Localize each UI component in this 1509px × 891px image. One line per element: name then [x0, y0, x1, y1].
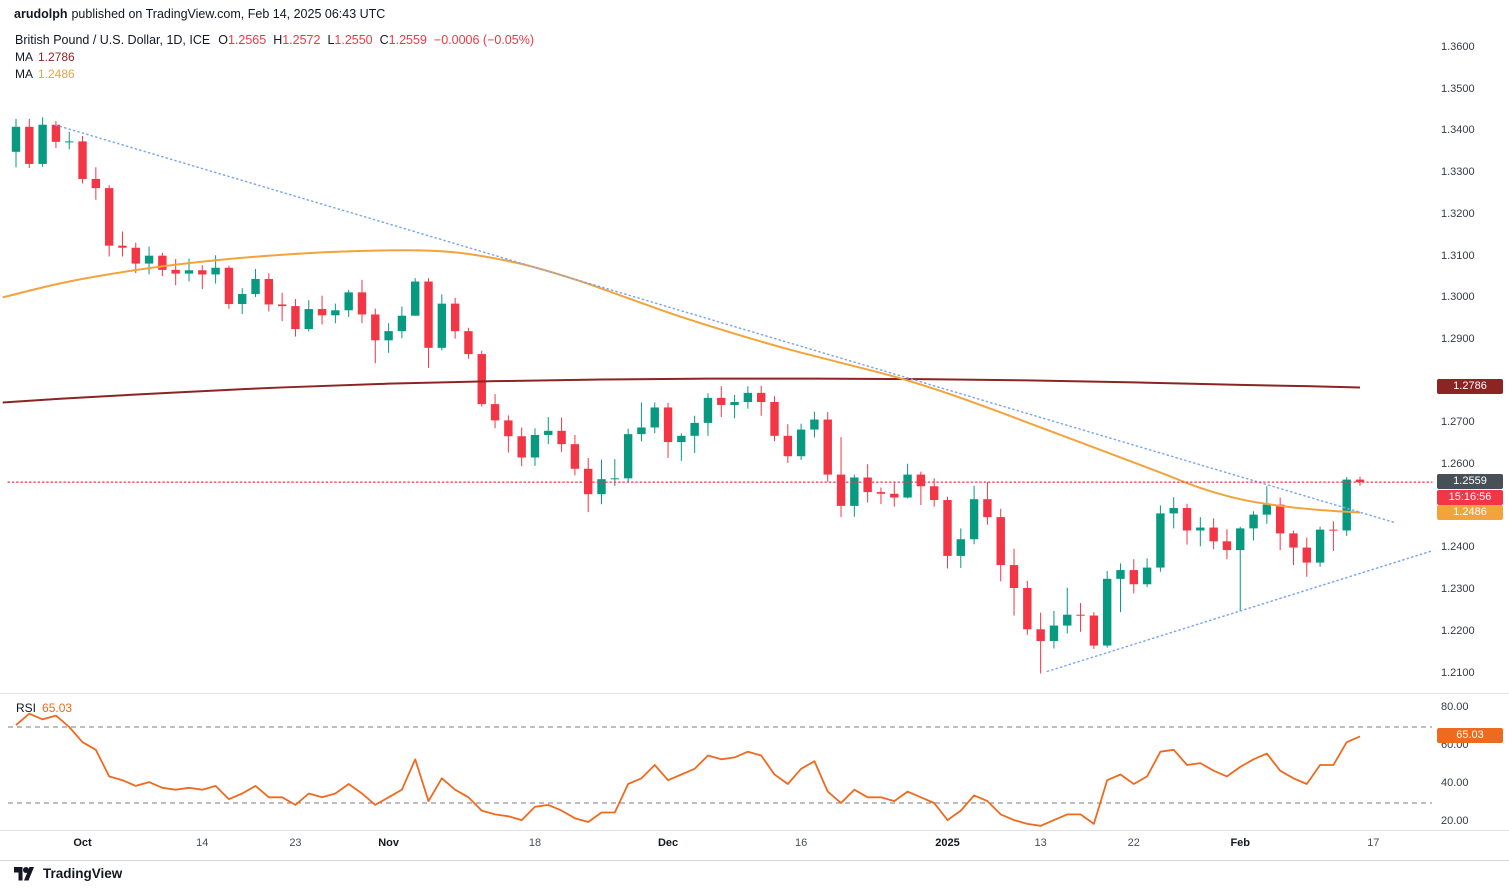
- ohlc-values: O1.2565 H1.2572 L1.2550 C1.2559 −0.0006 …: [218, 33, 534, 47]
- price-axis-label: 20.00: [1441, 815, 1469, 827]
- time-axis-label: 14: [196, 837, 209, 849]
- candlestick-series: [11, 117, 1365, 674]
- publish-meta: published on TradingView.com, Feb 14, 20…: [71, 7, 386, 21]
- ma-indicator-row: MA 1.2786: [15, 50, 534, 64]
- price-axis-label: 1.2400: [1441, 541, 1475, 554]
- time-axis-label: 22: [1127, 837, 1140, 849]
- rsi-label: RSI: [16, 701, 37, 715]
- time-axis-separator: [0, 830, 1509, 831]
- ma-value-0: 1.2786: [38, 50, 75, 64]
- footer-bar: TradingView: [0, 861, 1509, 891]
- time-axis-label: 18: [528, 837, 542, 849]
- ohlc-low-value: 1.2550: [334, 33, 373, 47]
- price-axis-label: 1.2300: [1441, 583, 1475, 596]
- price-axis-label: 1.3000: [1441, 291, 1475, 304]
- rsi-value: 65.03: [42, 701, 73, 715]
- ohlc-close-value: 1.2559: [388, 33, 427, 47]
- time-axis-label: 23: [289, 837, 302, 849]
- price-axis-label: 1.3100: [1441, 249, 1475, 262]
- ohlc-low-label: L: [327, 33, 335, 47]
- ma-line-slow: [2, 377, 1361, 404]
- publish-author: arudolph: [14, 7, 68, 21]
- ohlc-open-value: 1.2565: [227, 33, 267, 47]
- ma-value-1: 1.2486: [38, 67, 75, 81]
- trendline[interactable]: [1046, 549, 1434, 673]
- price-badge-ma-fast: 1.2486: [1437, 504, 1503, 520]
- price-axis-label: 1.3200: [1441, 207, 1475, 220]
- symbol-title: British Pound / U.S. Dollar, 1D, ICE: [15, 33, 211, 47]
- ohlc-open-label: O: [218, 33, 228, 47]
- ohlc-close-label: C: [379, 33, 389, 47]
- price-axis-label: 1.2200: [1441, 624, 1475, 637]
- ohlc-change-value: −0.0006 (−0.05%): [433, 33, 534, 47]
- price-axis-label: 1.2600: [1441, 458, 1475, 470]
- time-axis-label: 17: [1367, 837, 1380, 849]
- price-axis[interactable]: 1.3600 1.3500 1.3400 1.3300 1.3200 1.3100 1.30…: [1435, 0, 1509, 860]
- price-axis-label: 1.3500: [1441, 82, 1475, 95]
- time-axis-label: Feb: [1230, 837, 1251, 849]
- price-axis-label: 80.00: [1441, 701, 1469, 713]
- ma-label-1: MA: [15, 67, 33, 81]
- time-axis-label: Oct: [73, 837, 92, 849]
- chart-legend: British Pound / U.S. Dollar, 1D, ICE O1.…: [15, 33, 534, 81]
- rsi-line: [15, 712, 1361, 827]
- price-axis-label: 1.2700: [1441, 416, 1475, 429]
- ma-label-0: MA: [15, 50, 33, 64]
- pane-separator: [0, 693, 1509, 694]
- time-axis-label: 16: [794, 837, 808, 849]
- rsi-value-badge: 65.03: [1437, 728, 1503, 744]
- price-axis-label: 1.3400: [1441, 124, 1475, 137]
- publish-info: arudolph published on TradingView.com, Fe…: [14, 7, 385, 21]
- price-axis-label: 1.3600: [1441, 41, 1475, 53]
- ma-indicator-row: MA 1.2486: [15, 67, 534, 81]
- time-axis-label: 2025: [935, 837, 960, 849]
- footer-separator: [0, 860, 1509, 861]
- brand-name: TradingView: [43, 866, 123, 881]
- ma-line-fast: [2, 249, 1361, 514]
- tradingview-logo-icon: [14, 866, 34, 880]
- trendline[interactable]: [55, 124, 1395, 523]
- time-axis-label: Nov: [378, 837, 399, 849]
- time-axis-label: 13: [1034, 837, 1047, 849]
- price-badge-ma-slow: 1.2786: [1437, 379, 1503, 395]
- price-axis-label: 1.3300: [1441, 166, 1475, 179]
- ohlc-high-label: H: [273, 33, 283, 47]
- price-axis-label: 40.00: [1441, 777, 1469, 789]
- time-axis[interactable]: Oct 14 23 Nov 18 Dec 16 2025 13 22 Feb 17: [0, 830, 1435, 858]
- rsi-legend: RSI 65.03: [16, 701, 72, 715]
- price-badge-countdown: 15:16:56: [1437, 490, 1503, 506]
- ohlc-high-value: 1.2572: [282, 33, 321, 47]
- price-axis-label: 1.2100: [1441, 666, 1475, 679]
- price-axis-label: 1.2900: [1441, 332, 1475, 345]
- tradingview-logo[interactable]: TradingView: [14, 866, 122, 881]
- price-badge-current: 1.2559: [1437, 474, 1503, 490]
- time-axis-label: Dec: [657, 837, 679, 849]
